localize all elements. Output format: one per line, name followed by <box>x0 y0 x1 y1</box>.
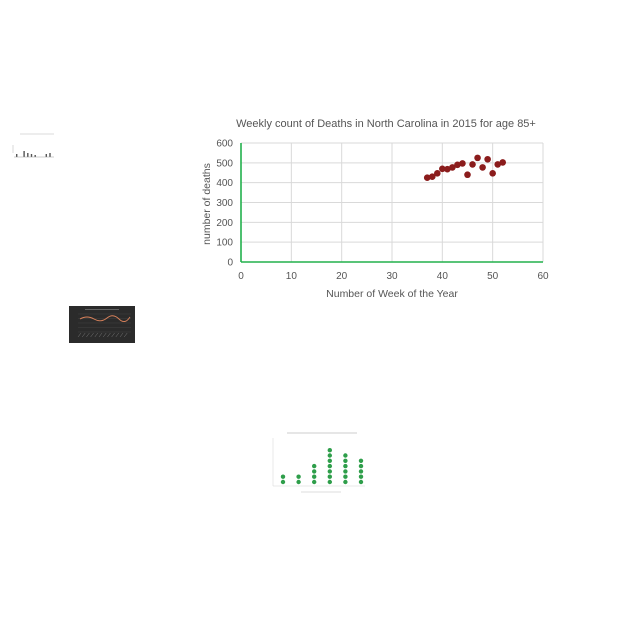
y-axis-label: number of deaths <box>201 163 213 245</box>
data-point <box>484 155 491 163</box>
thumbnail-dot <box>343 474 348 479</box>
thumbnail-dot <box>358 463 364 469</box>
thumbnail-dot <box>343 479 348 485</box>
y-tick-label: 200 <box>216 218 233 229</box>
data-point <box>449 164 456 171</box>
thumbnail-tick <box>111 332 115 338</box>
data-point <box>439 165 446 173</box>
thumbnail-line <box>79 315 131 322</box>
data-point <box>454 161 461 169</box>
data-point <box>464 171 471 179</box>
thumbnail-dot <box>312 469 317 474</box>
x-tick-label: 30 <box>386 271 398 282</box>
thumbnail-tick <box>82 332 86 338</box>
thumbnail-tick <box>77 332 82 338</box>
data-point <box>479 164 486 171</box>
thumbnail-dot <box>312 474 317 479</box>
thumbnail-dot <box>327 469 332 474</box>
data-point <box>499 159 507 166</box>
chart-title: Weekly count of Deaths in North Carolina… <box>236 118 536 130</box>
thumbnail-dot <box>343 453 348 458</box>
thumbnail-bar <box>23 151 25 157</box>
data-point <box>469 161 476 168</box>
data-point <box>494 161 502 168</box>
thumbnail-tick <box>124 332 128 338</box>
thumbnail-dot <box>327 479 332 485</box>
x-tick-label: 50 <box>487 271 499 282</box>
y-tick-label: 400 <box>216 178 233 189</box>
y-tick-label: 0 <box>227 258 233 269</box>
y-tick-label: 500 <box>216 158 233 169</box>
data-point <box>489 170 496 177</box>
thumbnail-dot <box>327 448 332 453</box>
thumbnail-dot <box>358 474 364 479</box>
x-tick-label: 60 <box>537 271 549 282</box>
thumbnail-dot <box>358 458 364 463</box>
y-tick-label: 600 <box>216 139 233 150</box>
data-point <box>474 154 481 162</box>
thumbnail-bar <box>34 155 36 157</box>
thumbnail-bar <box>16 154 18 157</box>
thumbnail-dot <box>312 463 317 469</box>
thumbnail-dot <box>280 474 286 479</box>
data-point <box>434 170 441 177</box>
thumbnail-dot <box>280 479 286 485</box>
data-point <box>423 174 431 182</box>
thumbnail-dot <box>296 479 301 485</box>
thumbnail-bar <box>27 153 29 157</box>
thumbnail-tick <box>103 332 107 338</box>
thumbnail-bar <box>45 154 47 157</box>
x-tick-label: 20 <box>336 271 348 282</box>
thumbnail-dot <box>327 474 332 479</box>
data-point <box>444 165 451 173</box>
data-point <box>428 173 436 181</box>
scatter-chart: Weekly count of Deaths in North Carolina… <box>201 118 549 300</box>
thumbnail-tick <box>98 332 103 338</box>
thumbnail-tick <box>107 332 111 338</box>
thumbnail-tick <box>94 332 98 338</box>
thumbnail-dot <box>343 469 348 474</box>
x-axis-label: Number of Week of the Year <box>326 288 458 300</box>
y-tick-label: 100 <box>216 238 233 249</box>
thumbnail-tick <box>90 332 94 338</box>
thumbnail-tick <box>119 332 124 338</box>
x-tick-label: 0 <box>238 271 244 282</box>
thumbnail-dot <box>343 458 348 463</box>
thumbnail-tick <box>86 332 90 338</box>
thumbnail-background <box>69 306 135 343</box>
thumbnail-bar <box>49 153 51 157</box>
thumbnail-dot <box>358 469 364 474</box>
thumbnail-tick <box>115 332 119 338</box>
thumbnail-dot <box>358 479 364 485</box>
thumbnail-dot <box>343 463 348 469</box>
data-point <box>459 160 466 167</box>
bar-chart-thumbnail <box>12 133 54 158</box>
thumbnail-bar <box>30 154 33 157</box>
x-tick-label: 40 <box>437 271 449 282</box>
thumbnail-dot <box>296 474 301 479</box>
thumbnail-dot <box>327 463 332 469</box>
thumbnail-dot <box>327 458 332 463</box>
line-chart-thumbnail <box>69 306 135 343</box>
dot-chart-thumbnail <box>272 432 365 493</box>
thumbnail-dot <box>312 479 317 485</box>
x-tick-label: 10 <box>286 271 298 282</box>
thumbnail-dot <box>327 453 332 458</box>
y-tick-label: 300 <box>216 198 233 209</box>
